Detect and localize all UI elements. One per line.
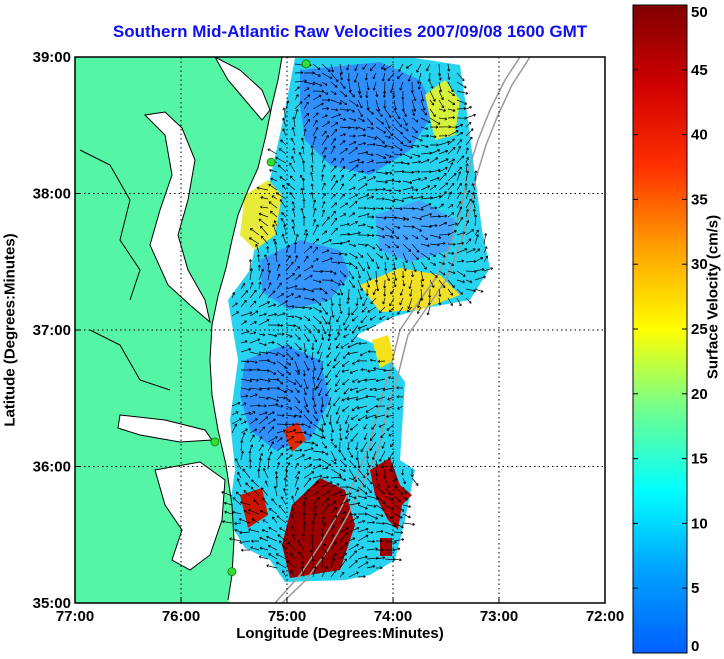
x-tick-label: 74:00 bbox=[374, 608, 412, 625]
radar-station-marker bbox=[210, 437, 220, 447]
grid-lines bbox=[75, 57, 605, 603]
colorbar-tick-label: 40 bbox=[691, 127, 708, 144]
x-tick-label: 72:00 bbox=[586, 608, 624, 625]
field-hotspot-block bbox=[380, 538, 392, 556]
colorbar-tick-label: 45 bbox=[691, 62, 708, 79]
velocity-vectors bbox=[221, 63, 494, 579]
radar-station-marker bbox=[227, 567, 237, 577]
radar-station-marker bbox=[301, 59, 311, 69]
colorbar-tick-label: 35 bbox=[691, 191, 708, 208]
field-blue-central bbox=[260, 240, 350, 310]
field-blue-east bbox=[375, 200, 455, 262]
x-tick-label: 73:00 bbox=[480, 608, 518, 625]
field-yellow-coast bbox=[240, 180, 282, 250]
y-tick-label: 39:00 bbox=[33, 49, 71, 66]
velocity-arrows bbox=[221, 63, 494, 579]
delaware-bay bbox=[215, 57, 270, 120]
field-hotspot-west bbox=[240, 488, 268, 528]
colorbar-label: Surface Velocity (cm/s) bbox=[704, 214, 722, 380]
colorbar-tick-label: 5 bbox=[691, 580, 699, 597]
field-hotspot-capehatteras bbox=[283, 422, 306, 452]
colorbar-tick-label: 10 bbox=[691, 515, 708, 532]
y-tick-label: 35:00 bbox=[33, 595, 71, 612]
x-axis-label: Longitude (Degrees:Minutes) bbox=[236, 625, 444, 642]
colorbar-tick-label: 30 bbox=[691, 256, 708, 273]
y-tick-label: 37:00 bbox=[33, 322, 71, 339]
x-tick-label: 75:00 bbox=[268, 608, 306, 625]
map-title: Southern Mid-Atlantic Raw Velocities 200… bbox=[112, 22, 588, 41]
colorbar-tick-label: 25 bbox=[691, 321, 708, 338]
pamlico-sound bbox=[155, 462, 225, 570]
colorbar-tick-label: 15 bbox=[691, 451, 708, 468]
radar-stations bbox=[210, 59, 311, 577]
y-axis-label: Latitude (Degrees:Minutes) bbox=[1, 233, 19, 427]
colorbar-tick-label: 50 bbox=[691, 4, 708, 21]
field-yellow-spot bbox=[372, 335, 395, 368]
x-axis-ticks: 77:00 76:00 75:00 74:00 73:00 72:00 bbox=[56, 598, 624, 625]
colorbar bbox=[632, 4, 688, 654]
colorbar-ticks: 0 5 10 15 20 25 30 35 40 45 50 bbox=[633, 4, 708, 655]
y-axis-ticks: 35:00 36:00 37:00 38:00 39:00 bbox=[33, 49, 80, 612]
radar-station-marker bbox=[266, 157, 276, 167]
colorbar-tick-label: 0 bbox=[691, 638, 699, 655]
x-tick-label: 77:00 bbox=[56, 608, 94, 625]
colorbar-tick-label: 20 bbox=[691, 386, 708, 403]
y-tick-label: 36:00 bbox=[33, 459, 71, 476]
y-tick-label: 38:00 bbox=[33, 186, 71, 203]
x-tick-label: 76:00 bbox=[162, 608, 200, 625]
